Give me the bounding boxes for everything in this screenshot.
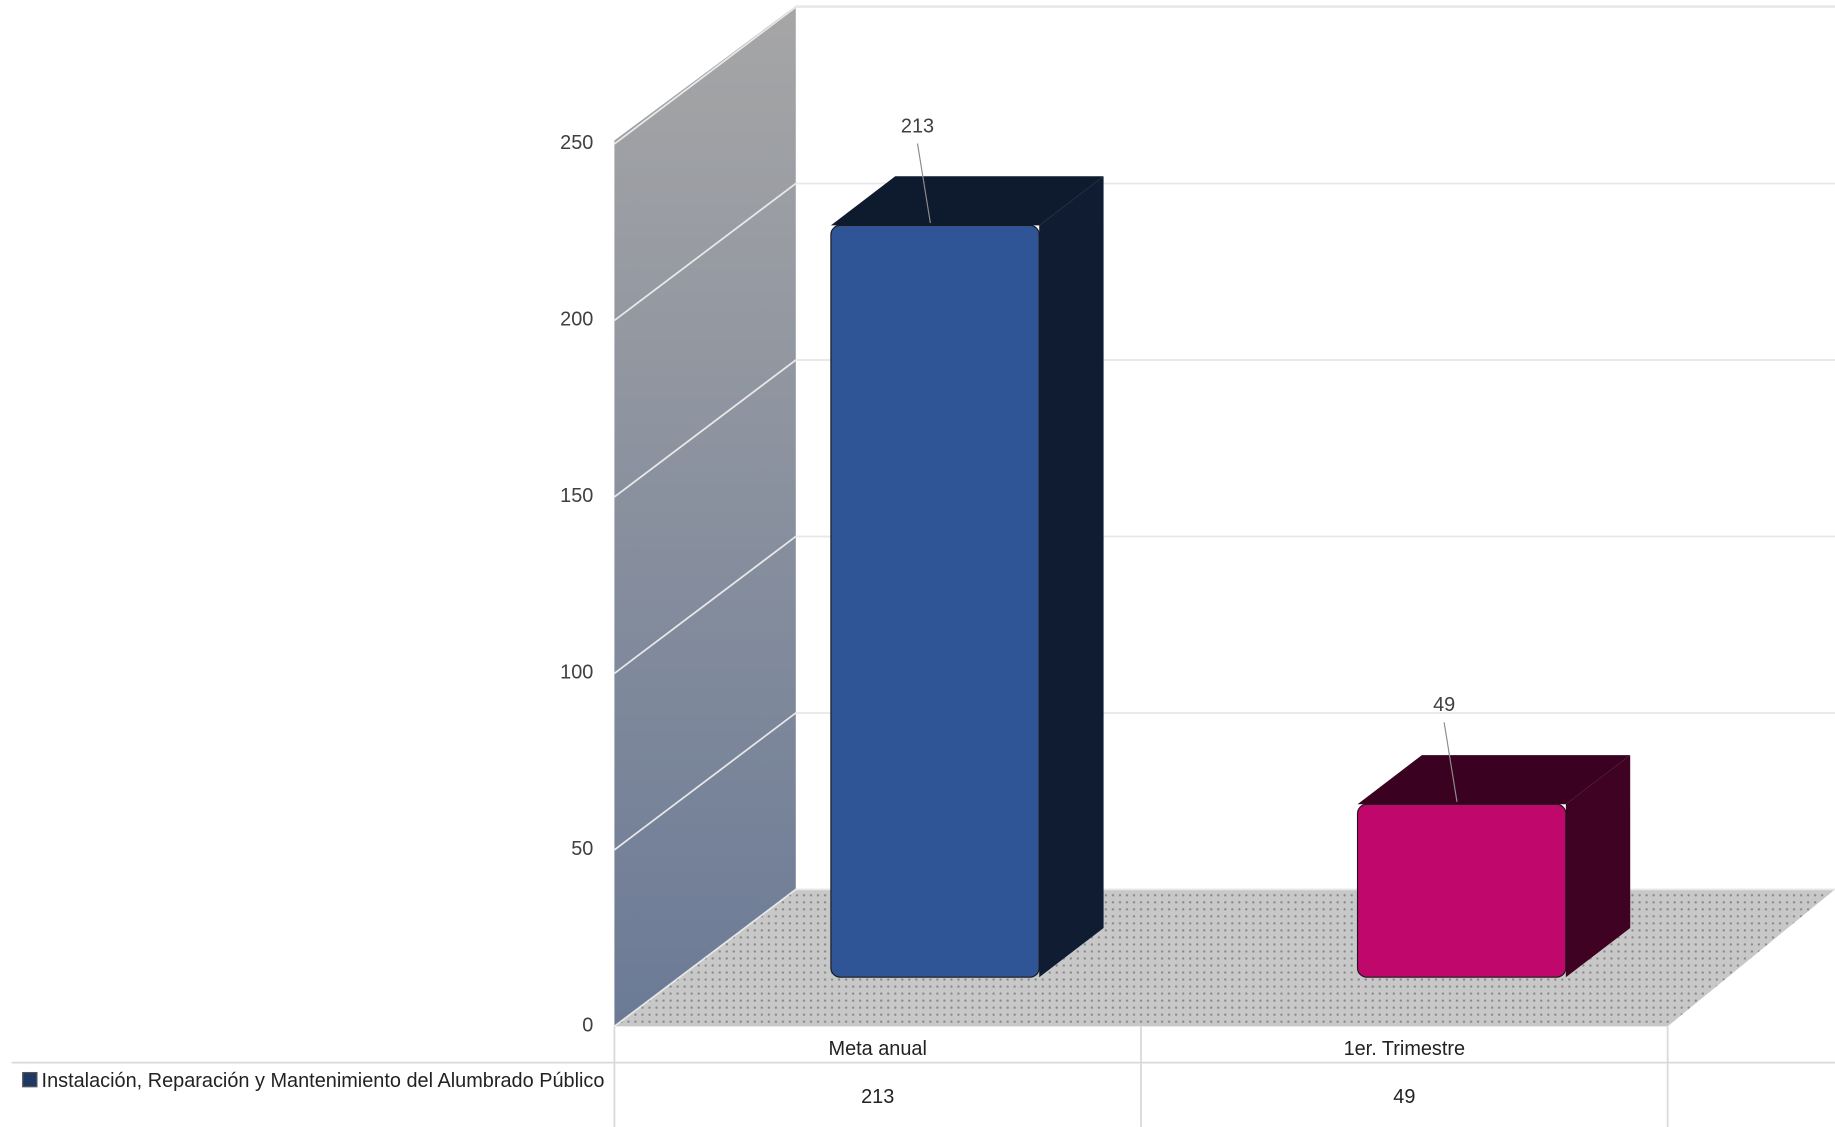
data-table [11,1026,1835,1127]
y-tick-label: 150 [560,485,593,507]
leader-line [916,143,931,224]
data-label: 213 [901,115,934,137]
grid-line [613,535,1835,675]
bar-side [1039,176,1104,978]
leader-line [1443,722,1458,802]
floor [614,889,1835,1027]
bar-side [1565,755,1631,978]
bar [830,224,1040,978]
grid-line [613,359,1835,498]
grid-line [613,712,1835,851]
table-value: 49 [1393,1086,1415,1108]
grid-line [613,182,1835,322]
data-label: 49 [1433,694,1455,716]
bar [1356,803,1567,978]
grid-line [613,6,1835,145]
y-tick-label: 0 [582,1015,593,1037]
y-tick-label: 50 [571,838,593,860]
x-tick-label: 1er. Trimestre [1344,1038,1466,1060]
legend-label: Instalación, Reparación y Mantenimiento … [41,1069,605,1092]
x-tick-label: Meta anual [829,1038,927,1060]
bar-top [830,176,1104,226]
y-tick-label: 100 [560,662,593,684]
y-tick-label: 250 [560,132,593,154]
bar-top [1357,755,1631,805]
y-tick-label: 200 [560,309,593,331]
legend-key [21,1071,37,1088]
legend-entry: Instalación, Reparación y Mantenimiento … [12,1067,615,1095]
legend: Instalación, Reparación y Mantenimiento … [12,1067,615,1095]
side-wall [614,5,796,1027]
table-value: 213 [861,1086,894,1108]
